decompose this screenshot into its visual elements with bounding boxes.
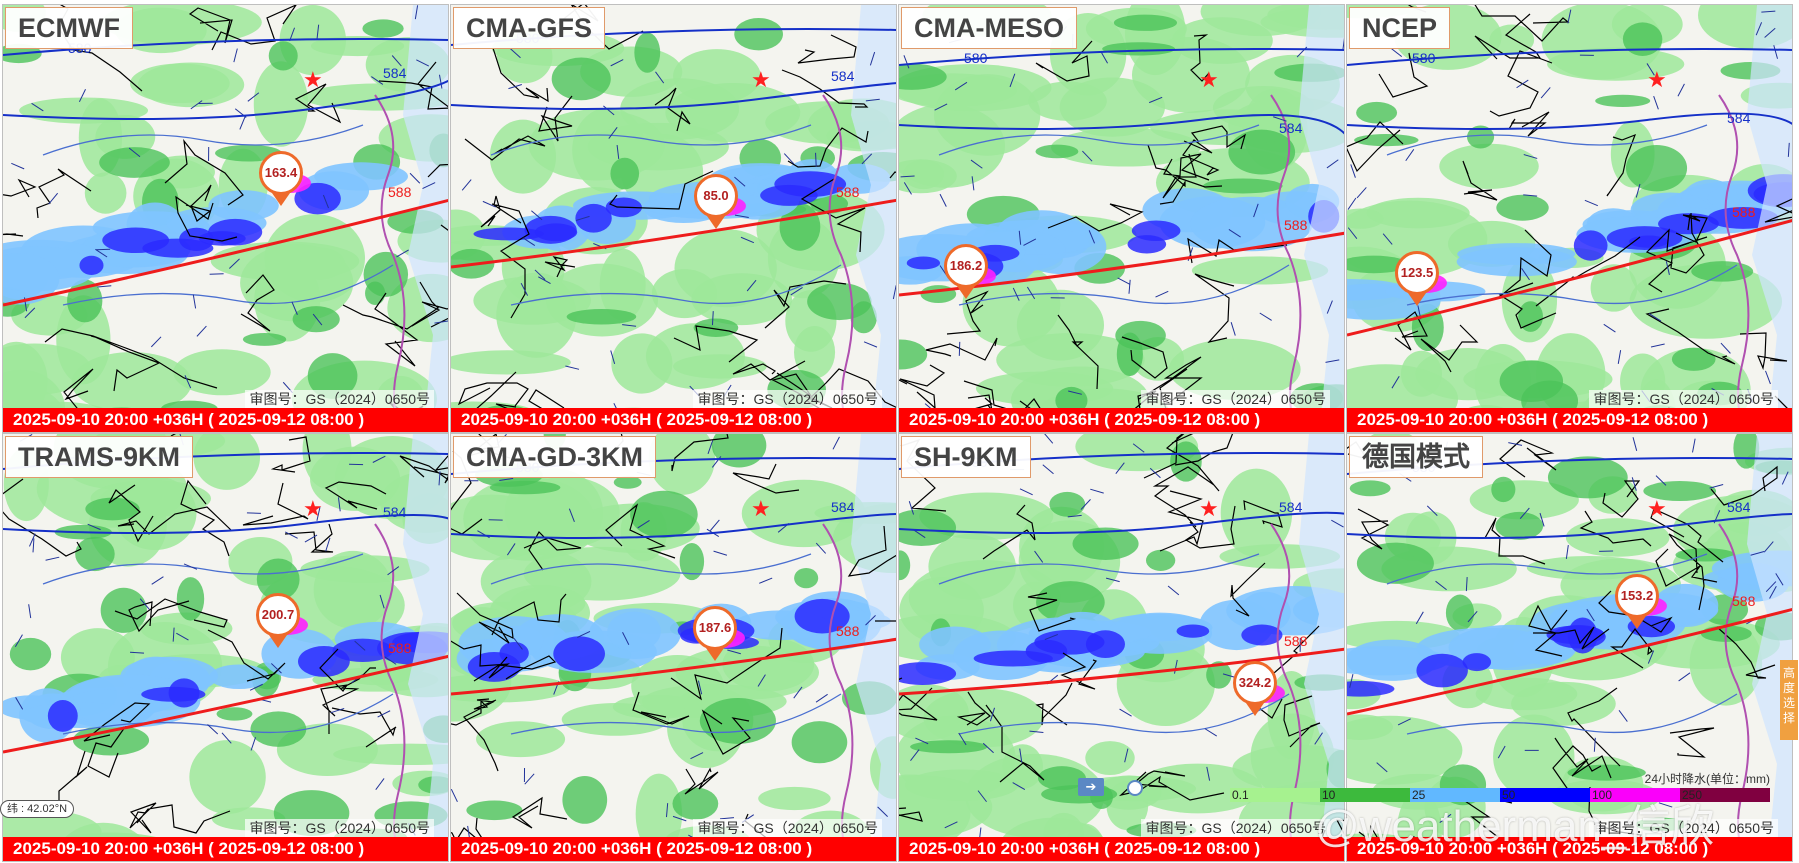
- watermark-text: @weatherman_信欣: [1315, 802, 1715, 851]
- star-icon: ★: [1647, 496, 1667, 521]
- contour-label-588: 588: [836, 623, 860, 639]
- model-panel: 580584588★TRAMS-9KM200.7审图号：GS（2024）0650…: [2, 433, 449, 862]
- star-icon: ★: [1647, 67, 1667, 92]
- legend-color-bar: [1230, 788, 1770, 802]
- map-approval-number: 审图号：GS（2024）0650号: [693, 819, 882, 837]
- model-panel: 580 584 588 ★ NCEP 123.5 审图号：GS（2024）0650号 2025…: [1346, 4, 1793, 433]
- star-icon: ★: [751, 496, 771, 521]
- contour-label-584: 584: [1727, 499, 1751, 515]
- legend-value: 0.1: [1232, 788, 1249, 802]
- map-approval-number: 审图号：GS（2024）0650号: [245, 390, 434, 408]
- arrow-right-button[interactable]: ➔: [1078, 778, 1104, 796]
- forecast-time-bar: 2025-09-10 20:00 +036H ( 2025-09-12 08:0…: [899, 408, 1344, 432]
- max-precip-marker[interactable]: 123.5: [1395, 251, 1439, 306]
- max-precip-marker[interactable]: 324.2: [1233, 661, 1277, 716]
- map-approval-number: 审图号：GS（2024）0650号: [245, 819, 434, 837]
- precip-map: 580 584 588 ★: [1347, 5, 1792, 432]
- star-icon: ★: [303, 67, 323, 92]
- forecast-time-bar: 2025-09-10 20:00 +036H ( 2025-09-12 08:0…: [451, 408, 896, 432]
- contour-label-588: 588: [1284, 633, 1308, 649]
- legend-swatch: [1230, 788, 1320, 802]
- map-approval-number: 审图号：GS（2024）0650号: [693, 390, 882, 408]
- legend-swatch: [1410, 788, 1500, 802]
- model-panel: 580584588★CMA-GD-3KM187.6审图号：GS（2024）065…: [450, 433, 897, 862]
- legend-value: 50: [1502, 788, 1516, 802]
- max-precip-marker[interactable]: 187.6: [693, 606, 737, 661]
- contour-label-584: 584: [1279, 499, 1303, 515]
- star-icon: ★: [751, 67, 771, 92]
- star-icon: ★: [303, 496, 323, 521]
- contour-label-584: 584: [383, 65, 407, 81]
- legend-swatch: [1680, 788, 1770, 802]
- star-icon: ★: [1199, 67, 1219, 92]
- model-title: 德国模式: [1349, 436, 1483, 478]
- model-title: TRAMS-9KM: [5, 436, 193, 478]
- max-precip-marker[interactable]: 163.4: [259, 151, 303, 206]
- contour-label-584: 584: [1279, 120, 1303, 136]
- circle-toggle-button[interactable]: [1127, 780, 1143, 796]
- contour-label-580: 580: [964, 50, 988, 66]
- forecast-time-bar: 2025-09-10 20:00 +036H ( 2025-09-12 08:0…: [899, 837, 1344, 861]
- legend-value: 25: [1412, 788, 1426, 802]
- map-approval-number: 审图号：GS（2024）0650号: [1141, 390, 1330, 408]
- forecast-time-bar: 2025-09-10 20:00 +036H ( 2025-09-12 08:0…: [3, 837, 448, 861]
- map-approval-number: 审图号：GS（2024）0650号: [1589, 390, 1778, 408]
- legend-swatch: [1500, 788, 1590, 802]
- map-approval-number: 审图号：GS（2024）0650号: [1141, 819, 1330, 837]
- contour-label-588: 588: [836, 184, 860, 200]
- legend-swatch: [1590, 788, 1680, 802]
- legend-value: 100: [1592, 788, 1613, 802]
- max-precip-marker[interactable]: 153.2: [1615, 574, 1659, 629]
- forecast-time-bar: 2025-09-10 20:00 +036H ( 2025-09-12 08:0…: [1347, 408, 1792, 432]
- contour-label-588: 588: [1732, 593, 1756, 609]
- coordinate-readout: 纬 : 42.02°N: [0, 800, 75, 818]
- contour-label-580: 580: [1412, 50, 1436, 66]
- contour-label-588: 588: [388, 184, 412, 200]
- contour-label-588: 588: [1284, 217, 1308, 233]
- model-panel: 580584588★CMA-GFS85.0审图号：GS（2024）0650号20…: [450, 4, 897, 433]
- model-title: SH-9KM: [901, 436, 1031, 478]
- legend-value: 250: [1682, 788, 1703, 802]
- model-title: CMA-GD-3KM: [453, 436, 656, 478]
- map-approval-number: 审图号：GS（2024）0650号: [1589, 819, 1778, 837]
- precip-map: 580 584 588 ★: [899, 5, 1344, 432]
- max-precip-marker[interactable]: 186.2: [944, 244, 988, 299]
- max-precip-marker[interactable]: 85.0: [694, 174, 738, 229]
- contour-label-584: 584: [383, 504, 407, 520]
- forecast-time-bar: 2025-09-10 20:00 +036H ( 2025-09-12 08:0…: [1347, 837, 1792, 861]
- contour-label-584: 584: [831, 68, 855, 84]
- contour-label-584: 584: [1727, 110, 1751, 126]
- legend-swatch: [1320, 788, 1410, 802]
- forecast-time-bar: 2025-09-10 20:00 +036H ( 2025-09-12 08:0…: [3, 408, 448, 432]
- model-panel: 580584588★SH-9KM324.2审图号：GS（2024）0650号20…: [898, 433, 1345, 862]
- star-icon: ★: [1199, 496, 1219, 521]
- legend-title: 24小时降水(单位：mm): [1644, 772, 1770, 786]
- model-title: CMA-MESO: [901, 7, 1077, 49]
- forecast-time-bar: 2025-09-10 20:00 +036H ( 2025-09-12 08:0…: [451, 837, 896, 861]
- model-panel: 580584588★ECMWF163.4审图号：GS（2024）0650号202…: [2, 4, 449, 433]
- model-title: CMA-GFS: [453, 7, 605, 49]
- model-title: ECMWF: [5, 7, 133, 49]
- contour-label-584: 584: [831, 499, 855, 515]
- max-precip-marker[interactable]: 200.7: [256, 593, 300, 648]
- height-select-tab[interactable]: 高度选择: [1780, 660, 1798, 740]
- model-title: NCEP: [1349, 7, 1451, 49]
- model-panel: 580 584 588 ★ CMA-MESO 186.2 审图号：GS（2024）0650号…: [898, 4, 1345, 433]
- contour-label-588: 588: [388, 640, 412, 656]
- contour-label-588: 588: [1732, 204, 1756, 220]
- legend-value: 10: [1322, 788, 1336, 802]
- precip-legend: 24小时降水(单位：mm) 0.1 10 25 50 100 250: [1220, 770, 1790, 810]
